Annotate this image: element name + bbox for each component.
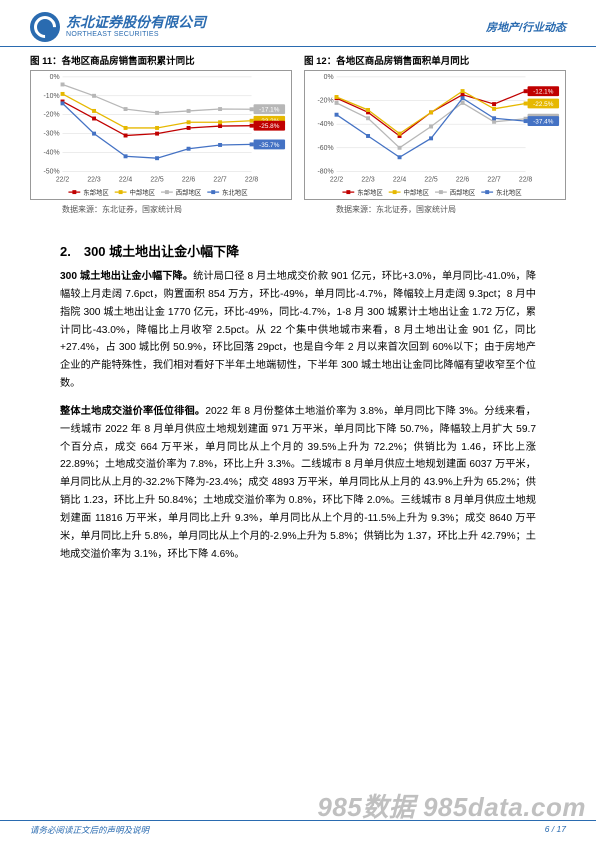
svg-text:-40%: -40% [44, 149, 60, 156]
svg-text:22/2: 22/2 [56, 176, 70, 183]
logo-text: 东北证券股份有限公司 NORTHEAST SECURITIES [66, 15, 206, 38]
svg-text:中部地区: 中部地区 [129, 188, 155, 197]
svg-text:22/7: 22/7 [213, 176, 227, 183]
footer-left: 请务必阅读正文后的声明及说明 [30, 824, 149, 836]
logo-icon [30, 12, 60, 42]
para1-text: 统计局口径 8 月土地成交价款 901 亿元，环比+3.0%，单月同比-41.0… [60, 271, 536, 389]
chart11-title: 图 11：各地区商品房销售面积累计同比 [30, 53, 292, 67]
svg-text:-60%: -60% [318, 145, 334, 152]
svg-text:-40%: -40% [318, 121, 334, 128]
svg-text:-12.1%: -12.1% [533, 89, 554, 96]
svg-text:-30%: -30% [44, 131, 60, 138]
para1-bold: 300 城土地出让金小幅下降。 [60, 271, 193, 282]
svg-text:22/8: 22/8 [245, 176, 259, 183]
chart11-block: 图 11：各地区商品房销售面积累计同比 0% -10% -20% -30% -40% -5… [30, 53, 292, 215]
para2-text: 2022 年 8 月份整体土地溢价率为 3.8%，单月同比下降 3%。分线来看，… [60, 406, 536, 560]
chart12-box: 0% -20% -40% -60% -80%22/2 22/3 22/4 22/5 22/6 22… [304, 70, 566, 200]
header-right: 房地产/行业动态 [486, 19, 566, 35]
svg-text:22/4: 22/4 [119, 176, 133, 183]
chart12-svg: 0% -20% -40% -60% -80%22/2 22/3 22/4 22/5 22/6 22… [305, 71, 565, 199]
section-body: 2. 300 城土地出让金小幅下降 300 城土地出让金小幅下降。统计局口径 8… [0, 217, 596, 564]
svg-text:0%: 0% [50, 74, 60, 81]
charts-row: 图 11：各地区商品房销售面积累计同比 0% -10% -20% -30% -40% -5… [0, 47, 596, 217]
chart11-source: 数据来源：东北证券，国家统计局 [62, 204, 292, 215]
svg-text:22/8: 22/8 [519, 176, 533, 183]
watermark: 985数据 985data.com [317, 787, 586, 824]
svg-text:22/2: 22/2 [330, 176, 344, 183]
svg-text:-80%: -80% [318, 168, 334, 175]
svg-text:东部地区: 东部地区 [83, 188, 109, 197]
svg-text:-37.4%: -37.4% [533, 119, 554, 126]
svg-text:0%: 0% [324, 74, 334, 81]
svg-text:22/5: 22/5 [150, 176, 164, 183]
svg-text:22/3: 22/3 [361, 176, 375, 183]
chart12-block: 图 12：各地区商品房销售面积单月同比 0%-20%-40%-60%-80%22… [304, 53, 566, 215]
svg-text:东北地区: 东北地区 [496, 188, 522, 197]
chart12-source: 数据来源：东北证券，国家统计局 [336, 204, 566, 215]
section2-para1: 300 城土地出让金小幅下降。统计局口径 8 月土地成交价款 901 亿元，环比… [60, 268, 536, 393]
logo-en: NORTHEAST SECURITIES [66, 31, 206, 39]
logo-cn: 东北证券股份有限公司 [66, 15, 206, 30]
svg-text:-50%: -50% [44, 168, 60, 175]
svg-text:22/3: 22/3 [87, 176, 101, 183]
svg-text:22/4: 22/4 [393, 176, 407, 183]
svg-text:-10%: -10% [44, 93, 60, 100]
svg-text:-20%: -20% [44, 112, 60, 119]
svg-text:-20%: -20% [318, 98, 334, 105]
chart12-title: 图 12：各地区商品房销售面积单月同比 [304, 53, 566, 67]
chart11-svg: 0% -10% -20% -30% -40% -50%22/2 22/3 22/4 22/5 22… [31, 71, 291, 199]
svg-text:-25.8%: -25.8% [259, 123, 280, 130]
svg-text:西部地区: 西部地区 [450, 188, 476, 197]
header-sector: 房地产 [486, 22, 519, 34]
svg-text:22/6: 22/6 [182, 176, 196, 183]
page-header: 东北证券股份有限公司 NORTHEAST SECURITIES 房地产/行业动态 [0, 0, 596, 47]
chart11-box: 0% -10% -20% -30% -40% -50%22/2 22/3 22/4 22/5 22… [30, 70, 292, 200]
svg-text:22/7: 22/7 [487, 176, 501, 183]
para2-bold: 整体土地成交溢价率低位徘徊。 [60, 406, 205, 417]
header-category: 行业动态 [522, 22, 566, 34]
svg-text:22/6: 22/6 [456, 176, 470, 183]
svg-text:-22.5%: -22.5% [533, 101, 554, 108]
logo-block: 东北证券股份有限公司 NORTHEAST SECURITIES [30, 12, 206, 42]
svg-text:-35.7%: -35.7% [259, 142, 280, 149]
svg-text:22/5: 22/5 [424, 176, 438, 183]
svg-text:-17.1%: -17.1% [259, 107, 280, 114]
svg-text:东部地区: 东部地区 [357, 188, 383, 197]
svg-text:东北地区: 东北地区 [222, 188, 248, 197]
svg-text:西部地区: 西部地区 [176, 188, 202, 197]
page-footer: 请务必阅读正文后的声明及说明 6 / 17 [0, 820, 596, 842]
section2-para2: 整体土地成交溢价率低位徘徊。2022 年 8 月份整体土地溢价率为 3.8%，单… [60, 403, 536, 564]
footer-right: 6 / 17 [545, 824, 566, 836]
section2-heading: 2. 300 城土地出让金小幅下降 [60, 241, 536, 260]
svg-text:中部地区: 中部地区 [403, 188, 429, 197]
